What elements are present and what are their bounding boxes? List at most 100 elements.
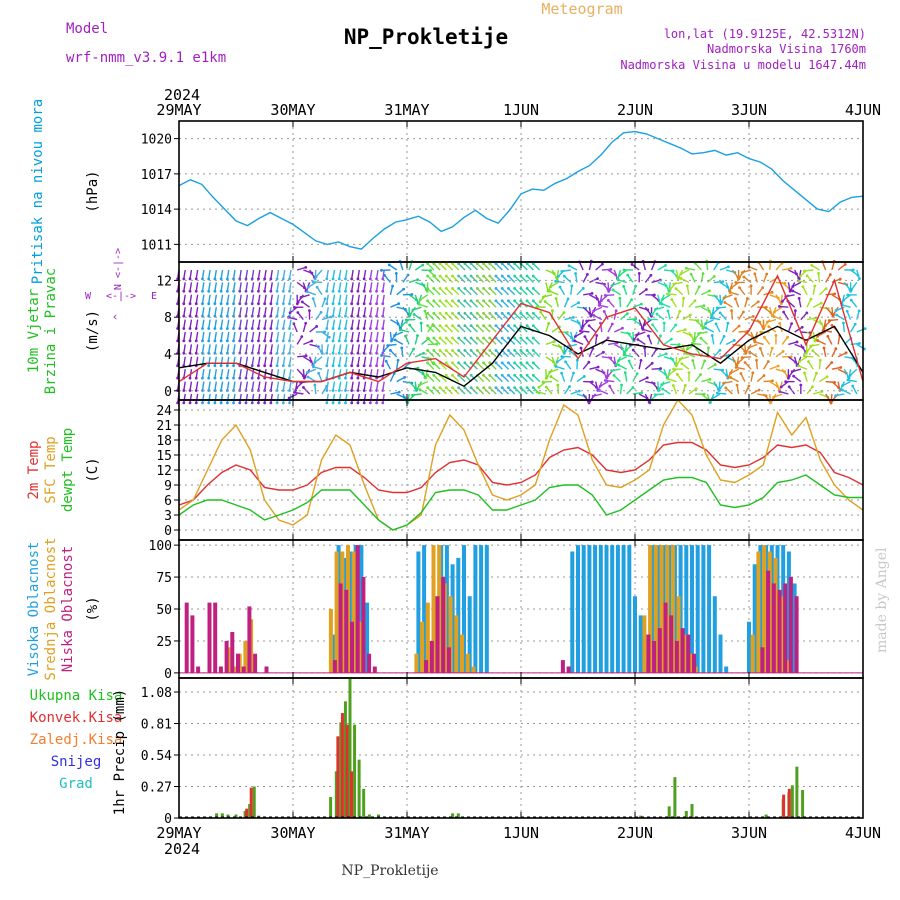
wind-arrow xyxy=(433,263,441,271)
wind-arrow xyxy=(232,282,236,292)
bar xyxy=(566,666,571,673)
wind-arrow xyxy=(593,314,603,321)
wind-arrow-head xyxy=(531,349,535,352)
wind-arrow-head xyxy=(513,274,517,278)
wind-arrow-head xyxy=(381,302,385,306)
wind-arrow-head xyxy=(642,323,646,327)
wind-arrow-head xyxy=(416,334,419,338)
wind-arrow-head xyxy=(657,387,661,391)
wind-arrow-head xyxy=(531,299,535,303)
wind-arrow xyxy=(263,381,267,391)
wind-arrow xyxy=(251,294,255,304)
wind-arrow xyxy=(270,331,273,341)
wind-arrow xyxy=(308,269,316,278)
wind-arrow xyxy=(802,286,808,296)
bar xyxy=(752,564,757,673)
wind-arrow xyxy=(574,340,584,346)
wind-arrow-head xyxy=(834,394,837,398)
wind-arrow xyxy=(657,294,661,304)
wind-arrow xyxy=(369,307,373,317)
wind-arrow xyxy=(201,381,205,391)
cloud-label-2: Niska Oblacnost xyxy=(60,546,76,672)
wind-arrow-head xyxy=(288,327,291,330)
wind-arrow xyxy=(483,312,491,321)
wind-arrow-head xyxy=(790,322,794,325)
wind-arrow-head xyxy=(850,288,853,292)
wind-arrow xyxy=(676,373,684,383)
wind-arrow-head xyxy=(238,376,242,380)
wind-arrow-head xyxy=(475,324,479,328)
wind-arrow-head xyxy=(213,339,217,343)
wind-arrow xyxy=(251,369,255,379)
wind-arrow-head xyxy=(244,302,248,306)
wind-arrow-head xyxy=(525,311,529,315)
wind-arrow xyxy=(792,281,802,288)
wind-arrow-head xyxy=(380,353,383,357)
wind-arrow xyxy=(476,300,485,308)
wind-arrow xyxy=(806,275,814,283)
wind-arrow xyxy=(195,344,199,354)
bar xyxy=(429,640,434,673)
ytick-label: 15 xyxy=(156,449,172,464)
subtitle: Meteogram xyxy=(541,0,622,18)
wind-arrow xyxy=(559,286,566,296)
wind-arrow-head xyxy=(494,274,498,278)
wind-arrow xyxy=(759,348,765,358)
wind-arrow xyxy=(601,368,607,378)
wind-arrow-head xyxy=(841,384,844,388)
wind-arrow xyxy=(458,362,466,370)
wind-arrow-head xyxy=(842,298,845,302)
wind-arrow xyxy=(719,312,727,321)
wind-arrow-head xyxy=(438,262,442,266)
wind-arrow xyxy=(701,290,710,296)
wind-arrow xyxy=(302,323,307,333)
wind-arrow-head xyxy=(213,277,217,281)
wind-arrow xyxy=(363,393,367,403)
wind-arrow-head xyxy=(713,363,717,366)
wind-arrow xyxy=(369,269,373,279)
wind-arrow-head xyxy=(554,279,557,283)
wind-arrow xyxy=(825,362,833,370)
wind-arrow xyxy=(607,269,616,276)
wind-arrow-head xyxy=(314,275,318,279)
wind-arrow-head xyxy=(851,384,855,388)
wind-arrow xyxy=(619,344,625,353)
wind-arrow xyxy=(526,362,534,370)
wind-arrow xyxy=(624,372,628,382)
wind-arrow-head xyxy=(739,372,743,375)
wind-arrow-head xyxy=(682,296,686,300)
wind-arrow xyxy=(312,281,323,284)
wind-arrow-head xyxy=(337,314,341,318)
wind-arrow xyxy=(458,374,466,383)
wind-arrow-head xyxy=(344,327,347,330)
time-label-bottom: 1JUN xyxy=(503,824,539,842)
wind-arrow xyxy=(743,276,752,283)
wind-arrow-head xyxy=(507,324,510,328)
wind-arrow xyxy=(599,380,609,387)
wind-arrow xyxy=(207,381,211,391)
wind-arrow-head xyxy=(758,346,762,350)
wind-arrow-head xyxy=(475,361,479,365)
bar xyxy=(484,545,489,673)
wind-arrow xyxy=(427,362,435,370)
ytick-label: 4 xyxy=(164,348,172,363)
wind-arrow xyxy=(649,393,653,403)
wind-arrow-head xyxy=(362,289,366,293)
wind-arrow xyxy=(713,381,719,390)
wind-arrow-head xyxy=(213,302,217,306)
wind-arrow-head xyxy=(573,339,577,343)
wind-arrow xyxy=(713,261,720,271)
wind-arrow-head xyxy=(432,262,436,266)
wind-arrow xyxy=(738,311,744,320)
bar xyxy=(790,785,794,818)
wind-arrow-head xyxy=(411,393,414,397)
wind-arrow xyxy=(798,269,802,279)
wind-arrow-head xyxy=(667,373,671,376)
wind-arrow xyxy=(657,264,666,271)
wind-arrow xyxy=(207,282,211,292)
wind-arrow xyxy=(288,356,292,366)
wind-arrow-head xyxy=(562,311,566,315)
wind-arrow-head xyxy=(375,401,378,405)
wind-arrow-head xyxy=(846,293,850,297)
